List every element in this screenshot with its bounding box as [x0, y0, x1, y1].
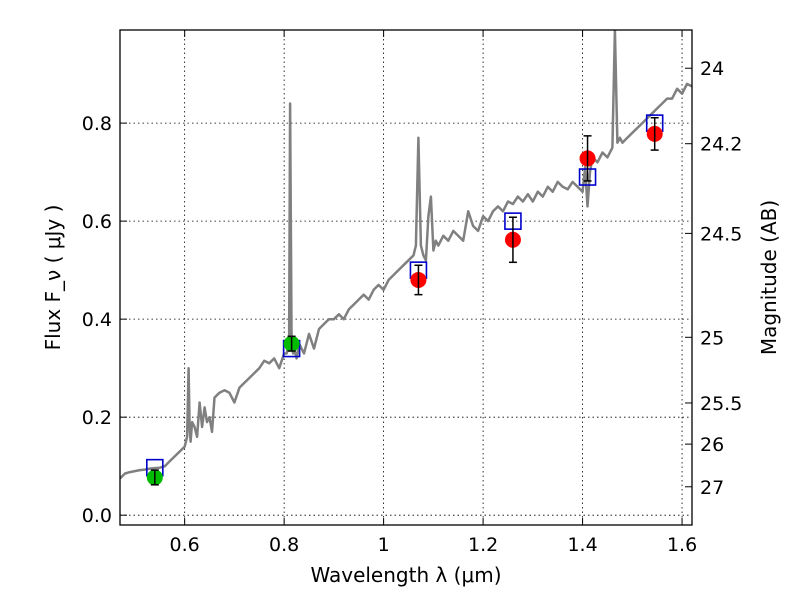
plot-area [120, 30, 692, 486]
x-tick-label: 1 [378, 534, 390, 556]
right-tick-label: 24.5 [700, 223, 742, 245]
right-tick-label: 25 [700, 327, 724, 349]
right-tick-label: 25.5 [700, 393, 742, 415]
right-tick-label: 24 [700, 58, 724, 80]
x-tick-label: 1.2 [468, 534, 498, 556]
x-tick-label: 1.4 [567, 534, 597, 556]
x-axis-label: Wavelength λ (μm) [310, 563, 501, 587]
y-tick-label: 0.0 [82, 505, 112, 527]
x-tick-label: 0.8 [269, 534, 299, 556]
y-tick-label: 0.6 [82, 211, 112, 233]
right-tick-label: 27 [700, 477, 724, 499]
right-tick-label: 26 [700, 434, 724, 456]
axis-ticks: 0.6 0.8 1 1.2 1.4 1.6 0.0 0.2 0.4 0.6 0.8 24 24.2 24.… [82, 30, 742, 556]
grid [120, 30, 692, 525]
x-tick-label: 0.6 [170, 534, 200, 556]
plot-frame [119, 29, 693, 526]
y-tick-label: 0.8 [82, 113, 112, 135]
y-axis-right-label: Magnitude (AB) [757, 200, 781, 355]
y-axis-label: Flux F_ν ( μJy ) [41, 205, 65, 351]
right-tick-label: 24.2 [700, 134, 742, 156]
y-tick-label: 0.4 [82, 309, 112, 331]
y-tick-label: 0.2 [82, 407, 112, 429]
x-tick-label: 1.6 [667, 534, 697, 556]
